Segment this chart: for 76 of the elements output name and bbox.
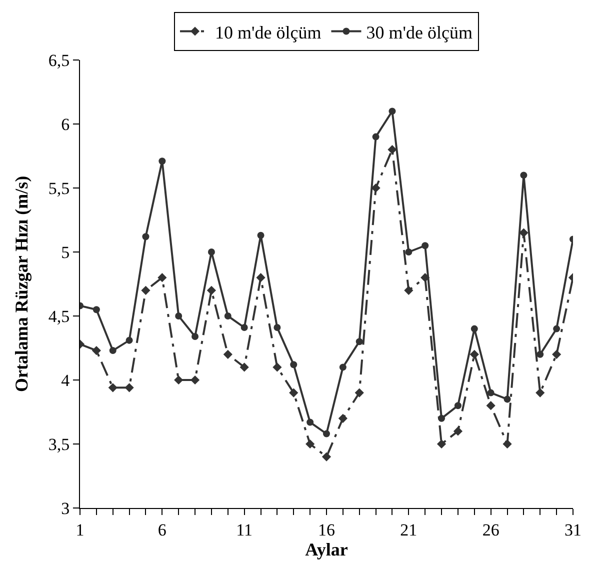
y-tick-label: 4: [61, 370, 70, 390]
point: [354, 388, 364, 398]
x-tick-label: 31: [564, 520, 582, 540]
point: [208, 248, 215, 256]
point: [536, 388, 545, 398]
point: [192, 332, 199, 340]
x-axis-title: Aylar: [305, 539, 348, 560]
y-tick-label: 5,5: [48, 178, 70, 198]
point: [536, 350, 544, 358]
point: [553, 325, 560, 332]
point: [272, 362, 282, 372]
point: [240, 362, 249, 372]
point: [438, 414, 446, 422]
point: [371, 183, 380, 193]
point: [487, 389, 494, 396]
y-tick-label: 6: [61, 114, 70, 134]
point: [404, 286, 414, 295]
point: [92, 306, 100, 314]
point: [519, 228, 528, 238]
y-tick-label: 4,5: [48, 306, 70, 326]
point: [454, 402, 462, 410]
point: [109, 347, 116, 354]
legend-label: 10 m'de ölçüm: [215, 22, 322, 42]
point: [322, 452, 332, 462]
point: [504, 396, 511, 403]
point: [422, 242, 429, 250]
point: [436, 439, 446, 449]
x-tick-label: 26: [482, 520, 500, 540]
point: [224, 312, 232, 320]
point: [175, 312, 182, 320]
point: [108, 383, 118, 392]
point: [256, 273, 266, 282]
y-tick-label: 6,5: [48, 50, 70, 70]
point: [372, 133, 380, 140]
x-tick-label: 6: [158, 520, 166, 540]
point: [339, 364, 346, 371]
point: [206, 286, 216, 295]
point: [306, 418, 314, 426]
point: [190, 375, 200, 385]
point: [453, 426, 463, 436]
point: [338, 414, 348, 423]
x-tick-label: 1: [76, 520, 84, 540]
point: [306, 439, 315, 449]
y-tick-label: 5: [61, 242, 70, 262]
point: [486, 401, 496, 410]
point: [289, 388, 298, 398]
point: [274, 324, 281, 332]
x-tick-label: 21: [400, 520, 418, 540]
point: [142, 233, 150, 240]
point: [158, 273, 167, 282]
point: [502, 439, 512, 449]
point: [141, 286, 150, 295]
point: [124, 383, 134, 392]
x-tick-label: 16: [318, 520, 335, 540]
y-tick-label: 3,5: [48, 434, 70, 454]
point: [388, 108, 396, 115]
point: [323, 430, 330, 438]
x-tick-label: 11: [236, 520, 253, 540]
point: [158, 158, 166, 165]
point: [356, 338, 363, 346]
point: [126, 336, 133, 344]
point: [174, 375, 184, 385]
point: [240, 324, 248, 332]
point: [92, 346, 101, 356]
point: [405, 248, 412, 256]
point: [223, 350, 232, 359]
point: [388, 145, 397, 154]
point: [520, 172, 528, 179]
point: [290, 361, 298, 368]
legend-label: 30 m'de ölçüm: [366, 22, 472, 42]
y-tick-label: 3: [61, 498, 70, 518]
point: [470, 350, 479, 359]
point: [552, 350, 562, 359]
y-axis-title: Ortalama Rüzgar Hızı (m/s): [12, 176, 32, 392]
point: [257, 232, 264, 239]
point: [470, 325, 478, 332]
